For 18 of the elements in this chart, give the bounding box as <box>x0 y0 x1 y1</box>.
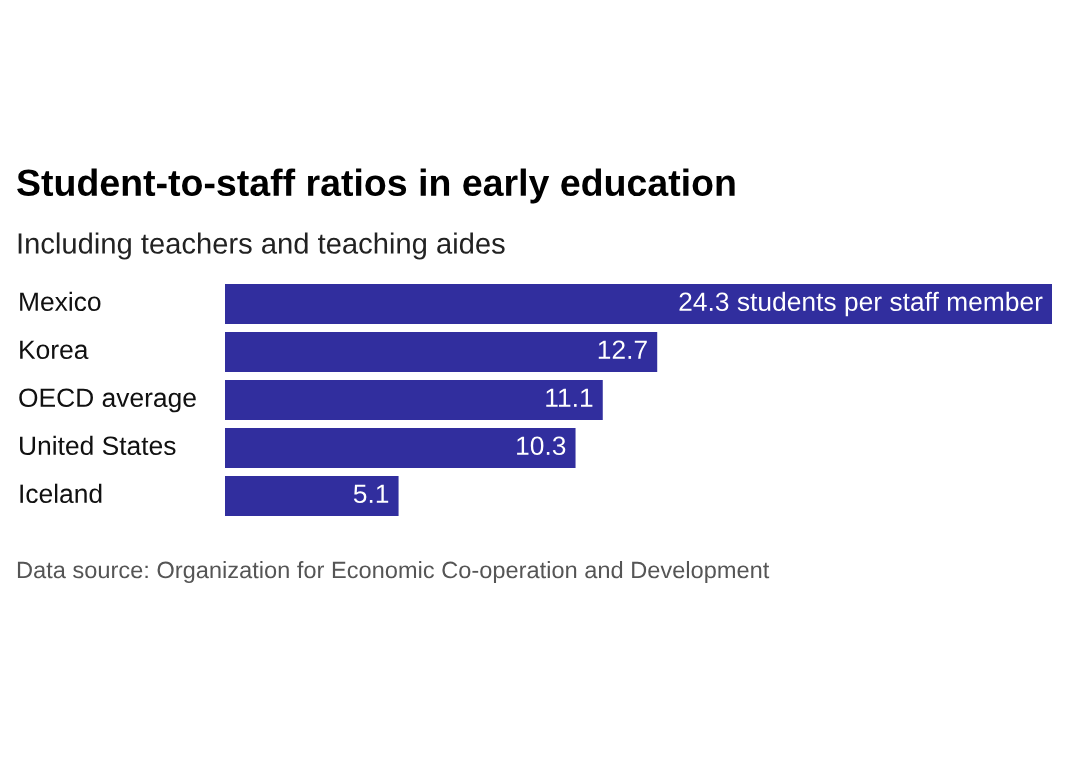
chart-title: Student-to-staff ratios in early education <box>17 168 735 204</box>
y-tick-label: Iceland <box>20 483 102 504</box>
bar <box>225 380 603 420</box>
bar <box>225 428 576 468</box>
y-tick-label: OECD average <box>19 388 196 413</box>
data-label: 5.1 <box>353 484 389 504</box>
y-tick-label: Mexico <box>20 291 101 312</box>
data-label: 10.3 <box>517 436 566 456</box>
data-label: 11.1 <box>546 388 593 407</box>
y-tick-label: Korea <box>20 340 89 360</box>
y-tick-label: United States <box>20 435 176 456</box>
data-label: 24.3 students per staff member <box>679 291 1043 317</box>
source-note: Data source: Organization for Economic Co-operation and Development <box>17 560 770 583</box>
chart-subtitle: Including teachers and teaching aides <box>18 232 505 260</box>
bar <box>225 332 658 372</box>
data-label: 12.7 <box>598 340 647 359</box>
bar <box>225 284 1052 324</box>
bar <box>225 476 399 516</box>
